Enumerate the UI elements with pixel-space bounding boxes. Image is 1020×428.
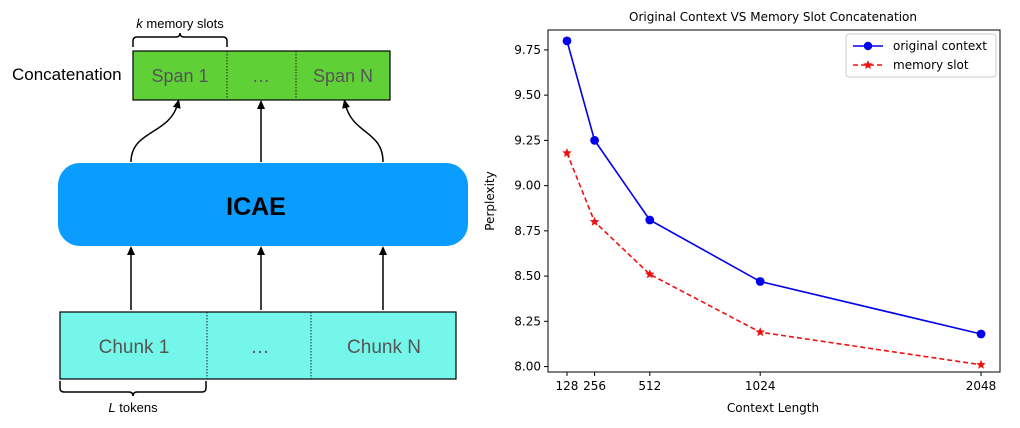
y-axis: 8.00 8.25 8.50 8.75 9.00 9.25 9.50 9.75 <box>514 43 548 374</box>
icae-label: ICAE <box>226 193 286 221</box>
icae-diagram: k memory slots Concatenation Span 1 … Sp… <box>12 16 468 415</box>
y-tick-label: 9.00 <box>514 179 541 193</box>
x-tick-label: 128 <box>556 379 579 393</box>
arrow-to-span-n <box>342 99 384 163</box>
legend-box <box>845 33 997 78</box>
point-original-context <box>562 36 572 46</box>
tokens-brace <box>59 381 207 397</box>
span-row: Span 1 … Span N <box>132 50 391 101</box>
x-axis: 128 256 512 1024 2048 <box>556 372 997 393</box>
legend-marker-memory-slot <box>863 60 873 70</box>
point-original-context <box>645 215 655 225</box>
legend-label-memory-slot: memory slot <box>893 58 969 72</box>
arrow-to-span-1 <box>130 99 181 163</box>
concatenation-label: Concatenation <box>12 65 122 84</box>
chunk-row: Chunk 1 … Chunk N <box>59 311 457 380</box>
x-tick-label: 1024 <box>745 379 776 393</box>
y-tick-label: 9.75 <box>514 43 541 57</box>
y-tick-label: 8.25 <box>514 314 541 328</box>
point-original-context <box>590 135 599 145</box>
series-layer <box>562 36 986 369</box>
point-memory-slot <box>976 359 986 369</box>
y-tick-label: 8.50 <box>514 269 541 283</box>
tokens-label: L tokens <box>108 400 158 415</box>
y-tick-label: 8.00 <box>514 360 541 374</box>
point-original-context <box>755 277 765 286</box>
chunk-1-label: Chunk 1 <box>99 337 170 358</box>
chart-title: Original Context VS Memory Slot Concaten… <box>629 10 917 24</box>
y-tick-label: 8.75 <box>514 224 541 238</box>
point-original-context <box>976 329 986 339</box>
perplexity-chart: Original Context VS Memory Slot Concaten… <box>483 10 1001 415</box>
point-memory-slot <box>562 148 572 158</box>
series-line-memory-slot <box>566 152 982 366</box>
point-memory-slot <box>755 327 765 337</box>
span-ellipsis-label: … <box>252 66 270 86</box>
y-axis-label: Perplexity <box>483 171 497 231</box>
memory-slots-label: k memory slots <box>136 16 224 31</box>
icae-encoder-box <box>58 163 468 246</box>
x-tick-label: 2048 <box>966 379 997 393</box>
chunk-n-label: Chunk N <box>347 337 421 358</box>
x-axis-label: Context Length <box>727 401 819 415</box>
plot-frame <box>547 29 1001 373</box>
chunk-ellipsis-label: … <box>251 337 270 358</box>
point-memory-slot <box>589 216 600 226</box>
legend: original context memory slot <box>845 33 997 78</box>
y-tick-label: 9.25 <box>514 133 541 147</box>
span-n-label: Span N <box>313 66 373 86</box>
legend-label-original-context: original context <box>893 39 987 53</box>
y-tick-label: 9.50 <box>514 88 541 102</box>
legend-marker-original-context <box>863 41 873 51</box>
point-memory-slot <box>645 269 655 279</box>
span-1-label: Span 1 <box>151 66 208 86</box>
x-tick-label: 256 <box>583 379 606 393</box>
series-line-original-context <box>566 40 982 335</box>
x-tick-label: 512 <box>638 379 661 393</box>
memory-slots-brace <box>132 32 228 47</box>
